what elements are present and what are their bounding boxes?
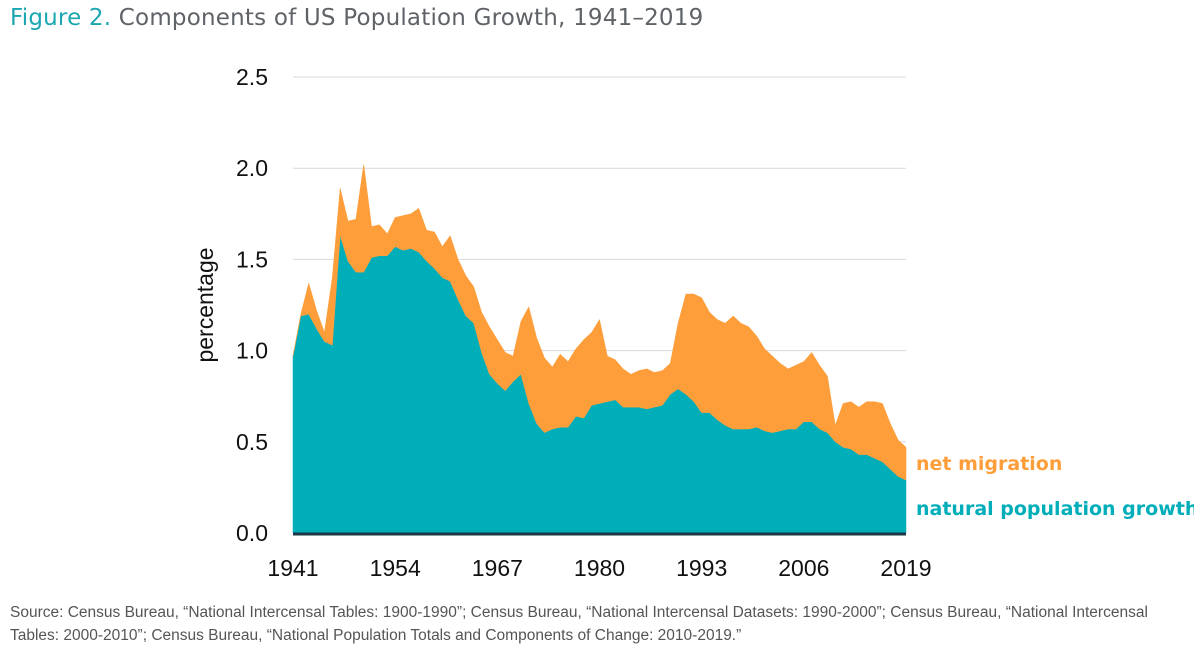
y-axis-label: percentage (192, 247, 218, 362)
x-tick-label: 1967 (472, 555, 523, 581)
legend-natural-population-growth: natural population growth (916, 498, 1194, 520)
x-tick-label: 1954 (370, 555, 421, 581)
x-tick-label: 2006 (778, 555, 829, 581)
legend-net-migration: net migration (916, 453, 1062, 475)
area-net-migration (292, 164, 907, 481)
y-tick-label: 0.5 (236, 429, 268, 455)
areas (292, 164, 907, 534)
x-axis-ticks: 1941 1954 1967 1980 1993 2006 2019 (267, 555, 931, 581)
x-tick-label: 1980 (574, 555, 625, 581)
figure-number: Figure 2. (10, 5, 112, 31)
y-tick-label: 2.5 (236, 64, 268, 90)
y-tick-label: 2.0 (236, 155, 268, 181)
y-tick-label: 1.0 (236, 338, 268, 364)
y-axis-ticks: 0.0 0.5 1.0 1.5 2.0 2.5 (236, 64, 268, 546)
x-tick-label: 2019 (880, 555, 931, 581)
source-note: Source: Census Bureau, “National Interce… (10, 604, 1148, 644)
x-tick-label: 1993 (676, 555, 727, 581)
y-tick-label: 1.5 (236, 246, 268, 272)
stacked-area-chart: 0.0 0.5 1.0 1.5 2.0 2.5 1941 1954 1967 1980 1993 2… (192, 64, 1194, 581)
x-tick-label: 1941 (267, 555, 318, 581)
chart-title-text: Components of US Population Growth, 1941… (118, 5, 704, 31)
chart-title: Figure 2. Components of US Population Gr… (10, 5, 703, 31)
y-tick-label: 0.0 (236, 520, 268, 546)
